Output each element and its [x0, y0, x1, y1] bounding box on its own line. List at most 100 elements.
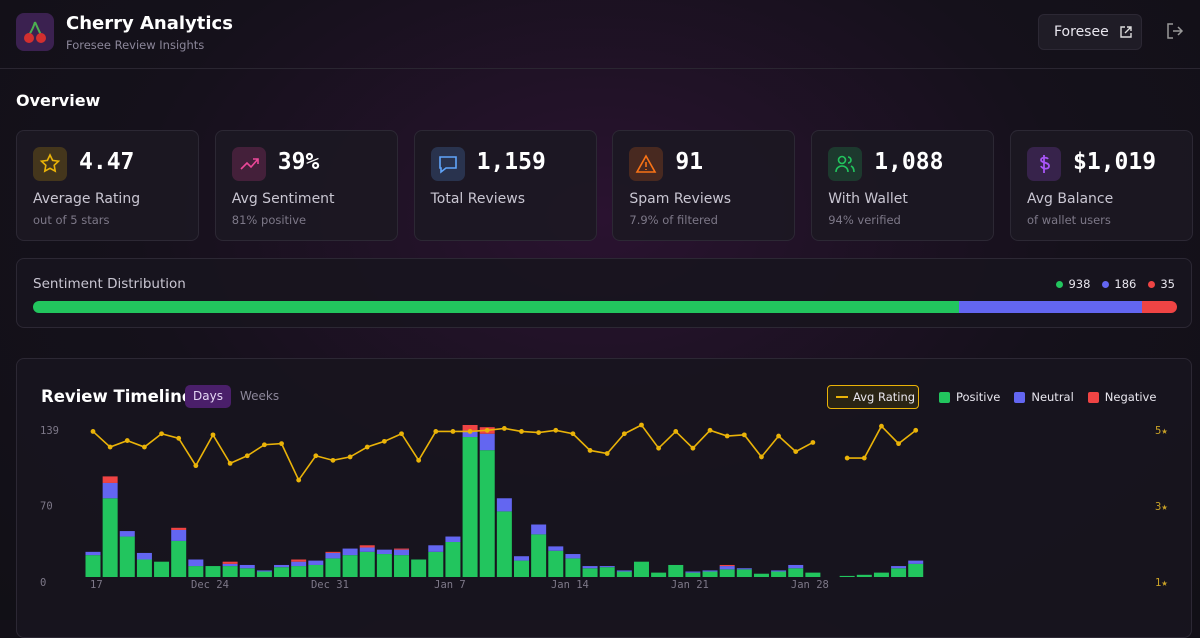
bar-segment [685, 572, 701, 577]
rating-point [724, 433, 730, 439]
icon [1040, 155, 1050, 173]
bar-segment [256, 570, 272, 572]
sentiment-segment [1142, 301, 1177, 313]
card-label: Average Rating [33, 191, 141, 207]
rating-point [501, 426, 507, 431]
bar-segment [548, 546, 564, 551]
rating-point [124, 438, 130, 443]
timeline-chart: 0 70 139 1★ 3★ 5★ 17 Dec 24 Dec 31 Jan 7 Jan 14 Jan… [40, 422, 1168, 591]
bar-segment [496, 511, 512, 577]
bar-segment [548, 550, 564, 577]
card-value: 1,159 [476, 149, 546, 175]
icon [636, 154, 657, 173]
bar-segment [599, 566, 615, 568]
legend-label: Avg Rating [853, 390, 916, 404]
toggle-days[interactable]: Days [185, 385, 231, 408]
toggle-weeks[interactable]: Weeks [240, 389, 280, 403]
x-tick-label: Jan 14 [551, 579, 589, 591]
rating-point [536, 430, 542, 435]
bar-segment [136, 552, 152, 560]
bar-segment [411, 559, 427, 577]
sentiment-legend: 938 186 35 [1056, 277, 1175, 291]
card-icon [1027, 147, 1061, 181]
card-icon [430, 147, 465, 181]
legend-count: 938 [1068, 277, 1091, 291]
bar-segment [565, 558, 581, 577]
rating-point [467, 429, 473, 434]
card-value: 1,088 [874, 149, 944, 175]
timeline-panel: Review Timeline Days Weeks Avg Rating Po… [16, 358, 1192, 638]
legend-item: 35 [1148, 277, 1175, 291]
legend-swatch [939, 391, 950, 403]
card-label: Spam Reviews [629, 191, 732, 207]
bar-segment [496, 498, 512, 512]
bar-segment [239, 568, 255, 577]
bar-segment [274, 564, 290, 568]
bar-segment [205, 566, 221, 577]
legend-count: 186 [1114, 277, 1137, 291]
bar-segment [616, 571, 632, 577]
y-tick-label: 139 [40, 425, 59, 437]
rating-point [399, 431, 404, 437]
y2-tick-label: 3★ [1155, 501, 1168, 513]
bar-segment [102, 482, 118, 499]
bar-segment [702, 571, 718, 577]
bar-segment [891, 568, 907, 577]
rating-point [553, 427, 559, 433]
rating-point [107, 444, 113, 450]
app-subtitle: Foresee Review Insights [66, 38, 205, 52]
rating-point [381, 438, 387, 444]
bar-segment [291, 561, 307, 567]
bar-segment [171, 540, 187, 577]
rating-point [707, 427, 713, 433]
logout-icon[interactable] [1166, 22, 1184, 40]
rating-point [656, 445, 662, 451]
legend-label: Negative [1104, 390, 1157, 404]
legend-count: 35 [1160, 277, 1175, 291]
rating-point [159, 431, 164, 437]
rating-point [776, 433, 781, 439]
card-label: With Wallet [828, 191, 908, 207]
legend-item: Negative [1087, 390, 1157, 404]
legend-rating[interactable]: Avg Rating [827, 385, 919, 409]
y-tick-label: 0 [40, 577, 46, 589]
rating-point [844, 455, 850, 461]
rating-point [673, 429, 679, 434]
bar-segment [359, 547, 375, 552]
header-divider [0, 68, 1200, 69]
x-tick-label: Jan 21 [671, 579, 709, 591]
x-tick-label: Dec 24 [191, 579, 229, 591]
foresee-button[interactable]: Foresee [1038, 14, 1142, 50]
bar-segment [119, 536, 135, 577]
legend-item: Positive [939, 390, 1000, 404]
bar-segment [325, 551, 341, 553]
bar-segment [616, 570, 632, 572]
bar-segment [325, 558, 341, 577]
bar-segment [222, 561, 238, 564]
bar-segment [136, 559, 152, 577]
sentiment-panel: Sentiment Distribution 938 186 35 [16, 258, 1192, 328]
stat-card: $1,019 Avg Balance of wallet users [1010, 130, 1193, 241]
bar-segment [256, 571, 272, 577]
bar-segment [668, 564, 684, 577]
bar-segment [479, 433, 495, 451]
bar-segment [445, 542, 461, 577]
card-label: Avg Sentiment [231, 191, 335, 207]
bar-segment [342, 548, 358, 556]
timeline-title: Review Timeline [41, 387, 194, 406]
x-tick-label: Jan 7 [434, 579, 466, 591]
stat-card: 39% Avg Sentiment 81% positive [214, 130, 398, 241]
card-value: 4.47 [79, 149, 135, 175]
bar-segment [531, 534, 547, 577]
legend: Positive Neutral Negative [939, 390, 1156, 404]
bar-segment [222, 563, 238, 567]
bar-segment [771, 570, 787, 572]
sentiment-segment [958, 301, 1143, 313]
y-tick-label: 70 [40, 500, 53, 512]
rating-point [330, 457, 336, 463]
card-icon [629, 147, 664, 181]
rating-point [690, 445, 696, 451]
legend-dot [1148, 280, 1156, 288]
stat-card: 91 Spam Reviews 7.9% of filtered [612, 130, 796, 241]
bar-segment [891, 566, 907, 569]
